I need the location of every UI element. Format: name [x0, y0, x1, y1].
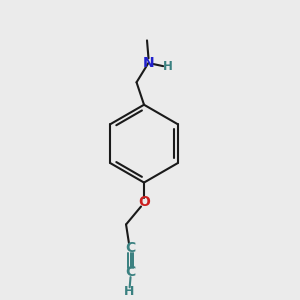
Text: C: C	[125, 265, 136, 279]
Text: H: H	[124, 285, 134, 298]
Text: N: N	[143, 56, 154, 70]
Text: C: C	[125, 242, 136, 255]
Text: O: O	[138, 195, 150, 209]
Text: H: H	[163, 60, 173, 73]
